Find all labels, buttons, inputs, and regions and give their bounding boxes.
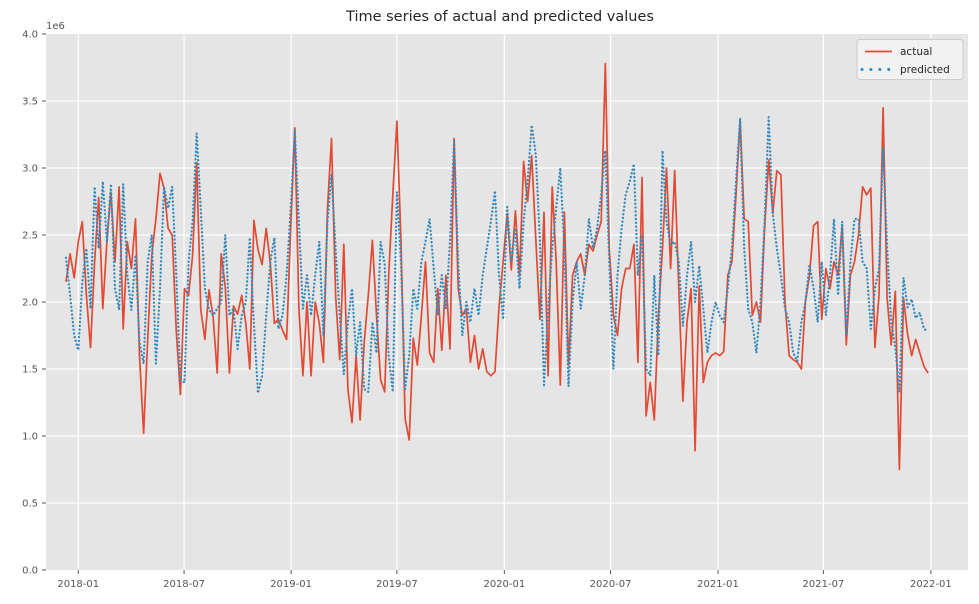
- x-tick-label: 2021-07: [803, 579, 845, 590]
- y-tick-label: 4.0: [22, 30, 38, 41]
- series-line-predicted: [64, 115, 930, 395]
- grid-layer: [46, 34, 968, 570]
- legend-box: [856, 39, 964, 80]
- x-tick-label: 2019-07: [376, 579, 418, 590]
- x-tick-label: 2018-01: [57, 579, 99, 590]
- legend: actual predicted: [856, 39, 964, 80]
- y-tick-label: 1.5: [22, 365, 38, 376]
- y-tick-label: 1.0: [22, 432, 38, 443]
- y-tick-label: 3.0: [22, 164, 38, 175]
- legend-label-predicted: predicted: [900, 64, 950, 76]
- y-tick-label: 0.5: [22, 499, 38, 510]
- chart-title: Time series of actual and predicted valu…: [345, 9, 654, 25]
- axis-layer: 2018-01 2018-07 2019-01 2019-07 2020-01 2020-…: [22, 30, 952, 591]
- legend-label-actual: actual: [900, 46, 932, 58]
- x-tick-label: 2020-07: [590, 579, 632, 590]
- x-tick-label: 2021-01: [697, 579, 739, 590]
- x-tick-label: 2018-07: [163, 579, 205, 590]
- x-tick-label: 2020-01: [483, 579, 525, 590]
- series-layer: [64, 62, 930, 471]
- x-tick-label: 2022-01: [910, 579, 952, 590]
- y-axis-offset-label: 1e6: [46, 21, 65, 32]
- y-tick-label: 2.0: [22, 298, 38, 309]
- y-tick-label: 2.5: [22, 231, 38, 242]
- x-tick-label: 2019-01: [270, 579, 312, 590]
- y-tick-label: 0.0: [22, 566, 38, 577]
- y-tick-label: 3.5: [22, 97, 38, 108]
- series-line-actual: [65, 62, 929, 471]
